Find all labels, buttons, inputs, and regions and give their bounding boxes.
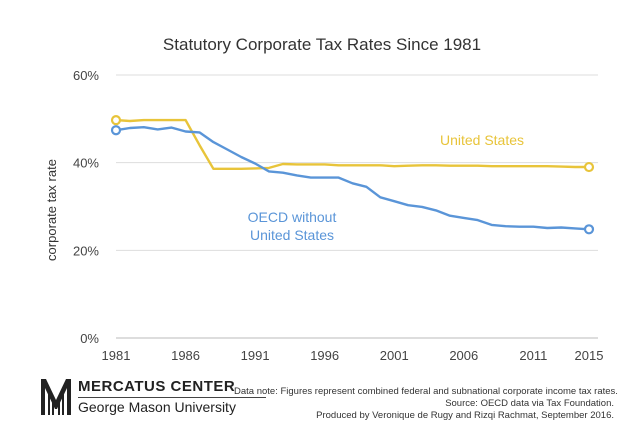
x-tick-label: 2001 [380, 348, 409, 363]
x-tick-label: 2006 [449, 348, 478, 363]
end-point-1 [583, 224, 595, 235]
series-label-us: United States [440, 132, 524, 148]
y-ticks: 0% 20% 40% 60% [73, 68, 99, 346]
end-point-0 [583, 161, 595, 173]
x-tick-label: 1981 [102, 348, 131, 363]
mercatus-m-icon [41, 379, 71, 415]
y-tick-label: 0% [80, 331, 99, 346]
grid [116, 74, 598, 339]
logo-divider [78, 397, 266, 398]
series-label-oecd-line1: OECD without [248, 209, 337, 225]
x-ticks: 1981 1986 1991 1996 2001 2006 2011 2015 [102, 348, 604, 363]
x-tick-label: 2011 [519, 348, 547, 363]
y-tick-label: 20% [73, 243, 99, 258]
x-tick-label: 1996 [310, 348, 339, 363]
y-tick-label: 40% [73, 156, 99, 171]
start-point-1 [110, 125, 122, 136]
chart: Statutory Corporate Tax Rates Since 1981… [44, 35, 604, 363]
start-point-0 [110, 115, 122, 126]
note-line-3: Produced by Veronique de Rugy and Rizqi … [316, 410, 614, 421]
series-line-1 [115, 125, 590, 231]
y-tick-label: 60% [73, 68, 99, 83]
chart-title: Statutory Corporate Tax Rates Since 1981 [163, 35, 481, 54]
org-subtitle: George Mason University [78, 399, 236, 415]
note-line-2: Source: OECD data via Tax Foundation. [445, 398, 614, 409]
series-label-oecd-line2: United States [250, 227, 334, 243]
x-tick-label: 2015 [575, 348, 604, 363]
series-line-0 [115, 118, 589, 171]
note-line-1: Data note: Figures represent combined fe… [234, 386, 618, 397]
data-notes: Data note: Figures represent combined fe… [234, 386, 618, 422]
x-tick-label: 1986 [171, 348, 200, 363]
org-name: MERCATUS CENTER [78, 378, 236, 395]
series-lines [110, 115, 595, 235]
y-axis-label: corporate tax rate [44, 159, 59, 261]
mercatus-logo: MERCATUS CENTER George Mason University [40, 378, 266, 418]
x-tick-label: 1991 [241, 348, 270, 363]
